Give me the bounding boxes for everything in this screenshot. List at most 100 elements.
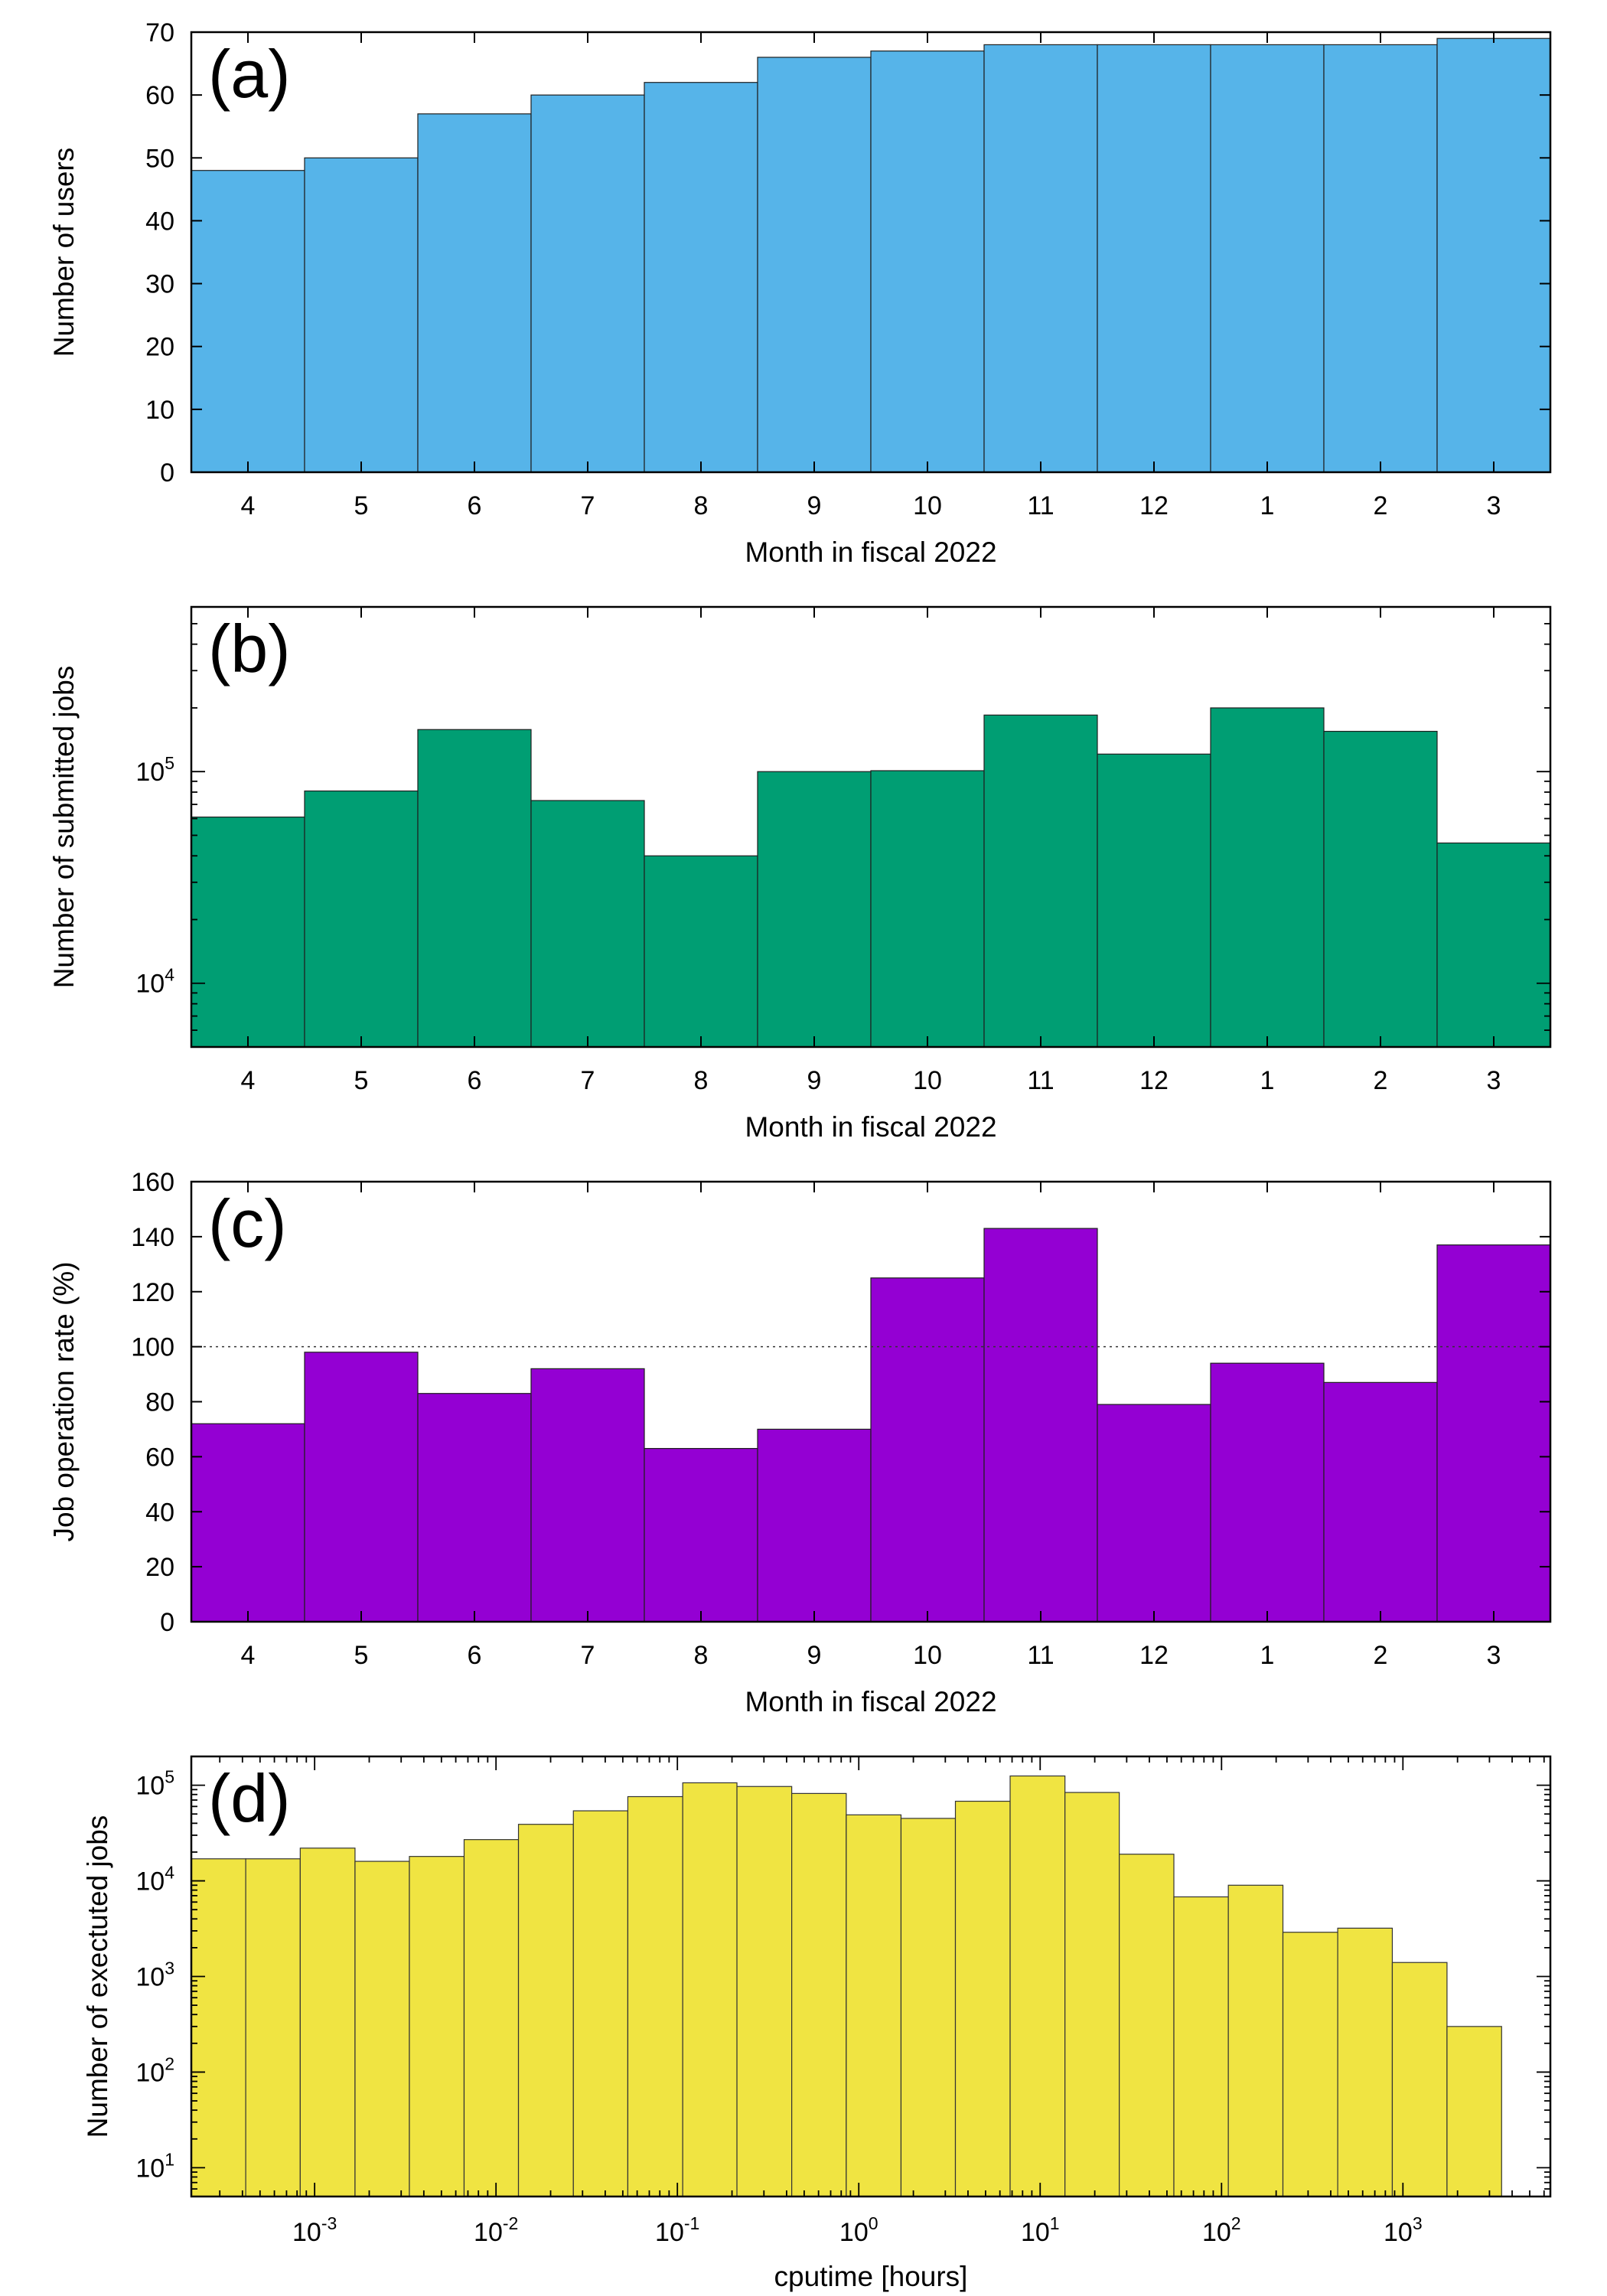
- x-tick-label: 9: [807, 1066, 822, 1095]
- x-tick-label: 4: [241, 1066, 256, 1095]
- bar-3: [1436, 842, 1551, 1048]
- panel-label: (c): [208, 1186, 287, 1261]
- x-tick-label: 12: [1139, 1066, 1169, 1095]
- x-tick-label: 4: [241, 491, 256, 520]
- panel-label: (a): [208, 36, 291, 112]
- x-tick-label: 8: [694, 1066, 709, 1095]
- bar-3: [1436, 1244, 1551, 1623]
- y-tick-label: 102: [135, 2053, 174, 2087]
- bar-9: [757, 57, 872, 473]
- y-axis-title: Number of exectuted jobs: [82, 1815, 113, 2138]
- bar-10: [870, 770, 985, 1048]
- x-tick-label: 2: [1374, 491, 1388, 520]
- y-tick-label: 0: [160, 458, 174, 488]
- bar-11: [983, 44, 1098, 473]
- y-tick-label: 20: [145, 333, 174, 362]
- histogram-bar: [245, 1858, 301, 2197]
- panel-d: 10-3 10-2 10-1 100 101 102 103 101 102 103 104 105 c…: [82, 1755, 1552, 2292]
- bar-12: [1097, 753, 1211, 1048]
- bar-3: [1436, 38, 1551, 473]
- bar-6: [417, 113, 532, 473]
- x-axis-title: Month in fiscal 2022: [745, 1111, 996, 1143]
- histogram-bar: [1119, 1854, 1175, 2197]
- bar-10: [870, 51, 985, 473]
- x-tick-label: 3: [1487, 1066, 1501, 1095]
- y-tick-label: 140: [131, 1223, 174, 1252]
- histogram-bar: [900, 1818, 957, 2197]
- x-tick-label: 101: [1021, 2213, 1060, 2247]
- histogram-bar: [736, 1786, 793, 2197]
- x-tick-label: 1: [1260, 1066, 1275, 1095]
- bar-8: [644, 855, 758, 1048]
- bar-11: [983, 1228, 1098, 1623]
- x-tick-label: 10: [913, 491, 942, 520]
- y-tick-label: 20: [145, 1553, 174, 1582]
- histogram-bar: [1064, 1792, 1120, 2197]
- bar-6: [417, 1393, 532, 1623]
- histogram-bar: [463, 1839, 520, 2197]
- x-tick-label: 5: [354, 1641, 369, 1670]
- x-tick-label: 103: [1384, 2213, 1423, 2247]
- bar-6: [417, 729, 532, 1048]
- bar-7: [530, 1368, 645, 1623]
- histogram-bar: [1282, 1932, 1338, 2197]
- y-tick-label: 80: [145, 1388, 174, 1417]
- x-tick-label: 5: [354, 491, 369, 520]
- x-tick-label: 7: [581, 491, 595, 520]
- bar-4: [191, 1423, 305, 1623]
- x-axis-title: Month in fiscal 2022: [745, 536, 996, 568]
- bar-12: [1097, 44, 1211, 473]
- panel-c: 4 5 6 7 8 9 10 11 12 1 2 3020406080100120140160Mont…: [48, 1168, 1552, 1717]
- x-tick-label: 9: [807, 1641, 822, 1670]
- histogram-bar: [354, 1861, 410, 2197]
- x-tick-label: 1: [1260, 491, 1275, 520]
- bar-2: [1323, 44, 1438, 473]
- x-tick-label: 11: [1027, 491, 1054, 520]
- plot-frame: [190, 31, 1552, 474]
- bar-8: [644, 82, 758, 473]
- x-tick-label: 7: [581, 1641, 595, 1670]
- histogram-bar: [409, 1856, 465, 2197]
- x-tick-label: 11: [1027, 1641, 1054, 1670]
- bar-4: [191, 170, 305, 473]
- x-tick-label: 6: [468, 491, 482, 520]
- y-tick-label: 104: [135, 965, 174, 999]
- x-tick-label: 8: [694, 1641, 709, 1670]
- y-tick-label: 60: [145, 81, 174, 110]
- x-tick-label: 2: [1374, 1066, 1388, 1095]
- y-axis-title: Job operation rate (%): [48, 1261, 80, 1541]
- histogram-bar: [1227, 1884, 1284, 2197]
- y-axis-title: Number of users: [48, 148, 80, 357]
- histogram-bar: [791, 1792, 847, 2197]
- y-tick-label: 105: [135, 1767, 174, 1801]
- y-tick-label: 120: [131, 1278, 174, 1307]
- x-tick-label: 6: [468, 1066, 482, 1095]
- histogram-bar: [572, 1810, 629, 2197]
- bar-11: [983, 714, 1098, 1048]
- bar-9: [757, 771, 872, 1048]
- y-axis-title: Number of submitted jobs: [48, 666, 80, 989]
- histogram-bar: [627, 1795, 683, 2197]
- x-tick-label: 8: [694, 491, 709, 520]
- y-tick-label: 30: [145, 270, 174, 299]
- y-tick-label: 101: [135, 2149, 174, 2183]
- bar-7: [530, 800, 645, 1048]
- histogram-bar: [517, 1824, 574, 2197]
- bar-5: [304, 157, 419, 473]
- histogram-bar: [1391, 1962, 1448, 2197]
- histogram-bar: [1009, 1775, 1066, 2197]
- histogram-bar: [1337, 1927, 1393, 2197]
- x-tick-label: 6: [468, 1641, 482, 1670]
- histogram-bar: [1173, 1896, 1229, 2197]
- x-tick-label: 1: [1260, 1641, 1275, 1670]
- x-tick-label: 12: [1139, 1641, 1169, 1670]
- bar-5: [304, 1352, 419, 1623]
- histogram-bar: [299, 1848, 356, 2197]
- bar-9: [757, 1428, 872, 1623]
- bar-1: [1210, 707, 1325, 1048]
- bar-8: [644, 1447, 758, 1623]
- bar-1: [1210, 1362, 1325, 1623]
- x-tick-label: 5: [354, 1066, 369, 1095]
